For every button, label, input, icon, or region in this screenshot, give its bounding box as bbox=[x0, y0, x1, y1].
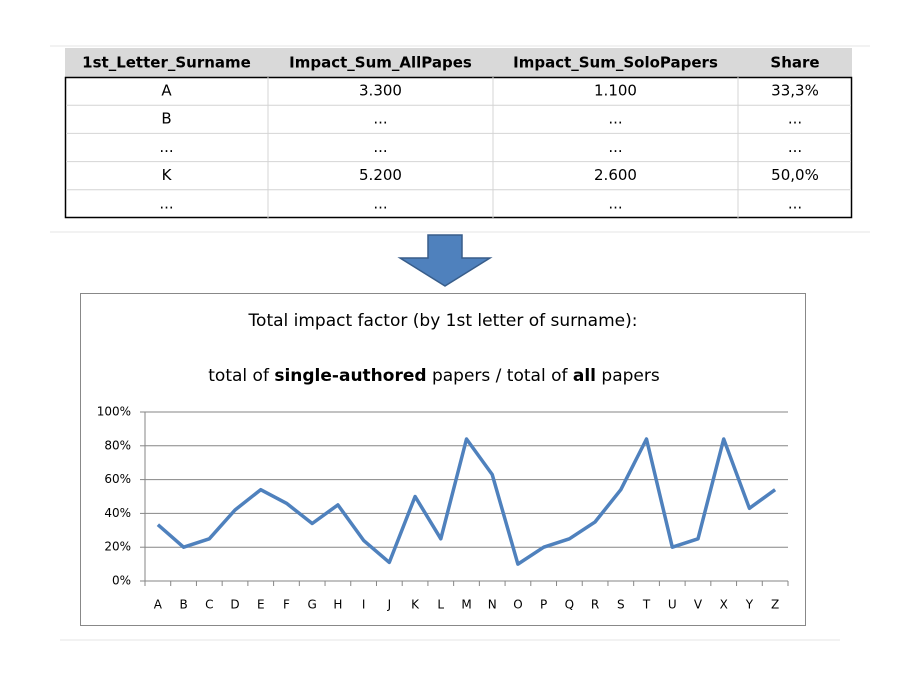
table-cell: ... bbox=[608, 138, 622, 156]
x-tick-label: S bbox=[617, 598, 625, 612]
table-cell: 50,0% bbox=[771, 166, 819, 184]
chart-frame bbox=[80, 293, 806, 626]
table-cell: ... bbox=[788, 194, 802, 212]
x-tick-label: V bbox=[694, 598, 703, 612]
table-header-cell: 1st_Letter_Surname bbox=[82, 54, 251, 72]
x-tick-label: B bbox=[179, 598, 187, 612]
table-cell: B bbox=[161, 110, 171, 128]
x-tick-label: H bbox=[333, 598, 342, 612]
x-tick-label: K bbox=[411, 598, 420, 612]
x-tick-label: U bbox=[668, 598, 677, 612]
x-tick-label: A bbox=[154, 598, 163, 612]
table-cell: ... bbox=[373, 194, 387, 212]
table-cell: A bbox=[161, 82, 172, 100]
table-header-bg bbox=[65, 48, 852, 77]
table-cell: ... bbox=[608, 110, 622, 128]
y-tick-label: 60% bbox=[104, 472, 131, 486]
x-tick-label: N bbox=[488, 598, 497, 612]
x-tick-label: X bbox=[720, 598, 728, 612]
y-tick-label: 0% bbox=[112, 574, 131, 588]
subtitle-part: all bbox=[573, 366, 596, 386]
table-border bbox=[64, 76, 853, 219]
x-tick-label: I bbox=[362, 598, 366, 612]
x-tick-label: O bbox=[513, 598, 522, 612]
subtitle-part: total of bbox=[208, 366, 274, 386]
x-tick-label: Y bbox=[745, 598, 754, 612]
y-tick-label: 80% bbox=[104, 438, 131, 452]
table-cell: ... bbox=[373, 110, 387, 128]
x-tick-label: M bbox=[461, 598, 471, 612]
table-header-cell: Impact_Sum_AllPapes bbox=[289, 54, 472, 72]
y-tick-label: 20% bbox=[104, 540, 131, 554]
table-cell: 1.100 bbox=[594, 82, 637, 100]
subtitle-part: single-authored bbox=[274, 366, 426, 386]
table-cell: ... bbox=[788, 110, 802, 128]
chart-title: Total impact factor (by 1st letter of su… bbox=[248, 311, 638, 331]
subtitle-part: papers / total of bbox=[427, 366, 573, 386]
data-line bbox=[156, 437, 777, 566]
table-header-cell: Impact_Sum_SoloPapers bbox=[513, 54, 718, 72]
y-tick-label: 100% bbox=[97, 405, 131, 419]
table-cell: 33,3% bbox=[771, 82, 819, 100]
table-cell: 2.600 bbox=[594, 166, 637, 184]
table-cell: K bbox=[162, 166, 173, 184]
x-tick-label: F bbox=[283, 598, 290, 612]
x-tick-label: J bbox=[387, 598, 392, 612]
x-tick-label: L bbox=[437, 598, 444, 612]
chart-subtitle: total of single-authored papers / total … bbox=[208, 366, 660, 386]
table-header-cell: Share bbox=[770, 54, 819, 72]
x-tick-label: C bbox=[205, 598, 213, 612]
table-cell: ... bbox=[159, 138, 173, 156]
table-cell: ... bbox=[788, 138, 802, 156]
subtitle-part: papers bbox=[596, 366, 660, 386]
x-tick-label: G bbox=[308, 598, 317, 612]
table-cell: ... bbox=[159, 194, 173, 212]
table-cell: ... bbox=[373, 138, 387, 156]
table-cell: 5.200 bbox=[359, 166, 402, 184]
x-tick-label: Z bbox=[771, 598, 779, 612]
x-tick-label: D bbox=[230, 598, 239, 612]
x-tick-label: E bbox=[257, 598, 265, 612]
x-tick-label: Q bbox=[565, 598, 574, 612]
sheet-grid bbox=[50, 45, 870, 641]
x-tick-label: P bbox=[540, 598, 547, 612]
x-tick-label: T bbox=[642, 598, 651, 612]
y-tick-label: 40% bbox=[104, 506, 131, 520]
arrow bbox=[397, 234, 493, 287]
x-tick-label: R bbox=[591, 598, 599, 612]
table-cell: 3.300 bbox=[359, 82, 402, 100]
table-cell: ... bbox=[608, 194, 622, 212]
